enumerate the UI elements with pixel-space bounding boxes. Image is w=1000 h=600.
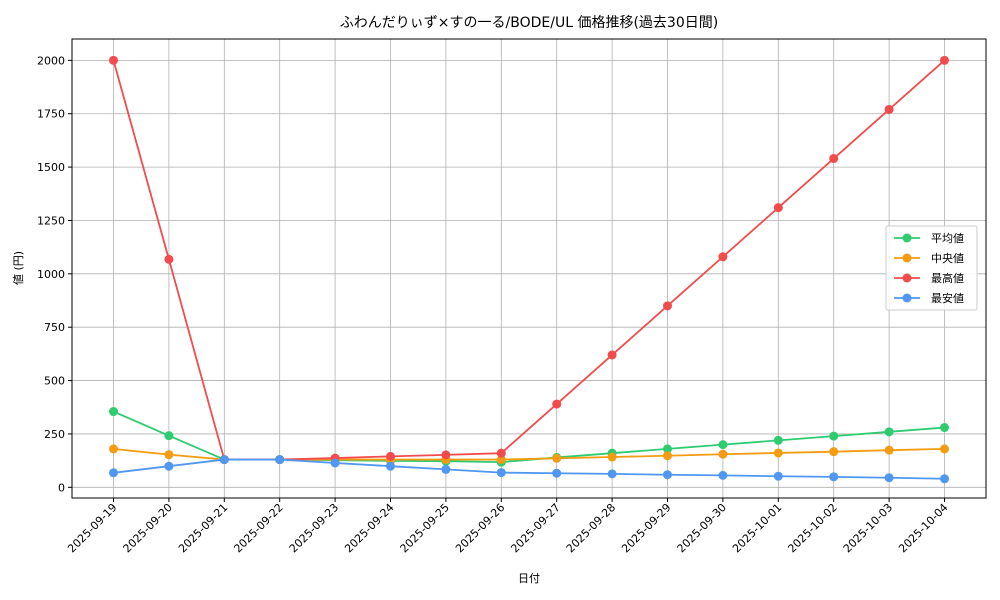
data-point: [552, 399, 562, 409]
data-point: [164, 254, 174, 264]
data-point: [940, 444, 949, 454]
data-point: [884, 445, 894, 455]
data-point: [773, 471, 783, 481]
data-point: [607, 452, 617, 462]
y-tick-label: 500: [44, 375, 65, 388]
y-tick-label: 1500: [37, 161, 65, 174]
data-point: [441, 450, 451, 460]
legend-box: [885, 225, 978, 311]
data-point: [663, 444, 672, 454]
legend-marker: [902, 293, 912, 303]
chart-title: ふわんだりぃず×すの一る/BODE/UL 価格推移(過去30日間): [340, 15, 718, 31]
x-tick-label: 2025-09-29: [619, 501, 673, 555]
y-tick-label: 1000: [37, 268, 65, 281]
data-point: [884, 473, 894, 483]
legend-label: 平均値: [931, 232, 964, 245]
data-point: [773, 435, 783, 445]
data-point: [607, 469, 617, 479]
data-point: [552, 453, 562, 463]
data-point: [829, 447, 839, 457]
data-point: [773, 448, 783, 458]
x-tick-label: 2025-09-21: [176, 501, 230, 555]
data-point: [275, 455, 285, 465]
x-tick-label: 2025-09-26: [453, 501, 507, 555]
x-tick-label: 2025-09-30: [675, 501, 729, 555]
legend-marker: [902, 233, 912, 243]
legend-label: 最安値: [931, 291, 964, 305]
x-tick-label: 2025-10-01: [730, 501, 784, 555]
series-3: [109, 55, 949, 465]
x-axis-label: 日付: [518, 572, 540, 585]
legend-label: 最高値: [931, 271, 964, 285]
y-axis-label: 値 (円): [12, 251, 25, 285]
data-point: [718, 470, 728, 480]
x-tick-label: 2025-09-25: [398, 501, 452, 555]
data-point: [829, 431, 839, 441]
data-point: [386, 461, 395, 471]
data-point: [109, 444, 118, 454]
series-line: [113, 458, 945, 480]
data-point: [109, 55, 118, 65]
data-point: [164, 461, 174, 471]
data-point: [663, 470, 672, 480]
y-tick-label: 0: [58, 481, 65, 494]
data-point: [441, 464, 451, 474]
data-point: [718, 252, 728, 262]
data-point: [940, 474, 949, 484]
legend-label: 中央値: [931, 252, 964, 265]
data-point: [884, 104, 894, 114]
x-tick-label: 2025-10-03: [841, 501, 895, 555]
data-point: [386, 451, 395, 461]
legend-marker: [902, 253, 912, 263]
data-point: [330, 458, 340, 468]
series-line: [112, 59, 946, 461]
data-point: [663, 301, 672, 311]
x-tick-label: 2025-09-19: [65, 501, 119, 555]
data-point: [940, 423, 949, 433]
series-group: [109, 55, 949, 484]
x-tick-label: 2025-09-27: [508, 501, 562, 555]
series-1: [109, 407, 949, 467]
x-tick-label: 2025-09-28: [564, 501, 618, 555]
data-point: [496, 448, 506, 458]
y-tick-label: 750: [44, 321, 65, 334]
x-tick-label: 2025-09-23: [287, 501, 341, 555]
x-tick-label: 2025-10-02: [785, 501, 839, 555]
data-point: [829, 472, 839, 482]
x-axis: 2025-09-19 2025-09-20 2025-09-21 2025-09-22…: [65, 498, 951, 555]
series-line: [113, 410, 945, 464]
series-4: [109, 455, 949, 484]
data-point: [552, 468, 562, 478]
data-point: [773, 203, 783, 213]
data-point: [164, 431, 174, 441]
data-point: [940, 55, 949, 65]
series-2: [109, 444, 949, 465]
data-point: [884, 427, 894, 437]
y-tick-label: 1250: [37, 214, 65, 227]
x-tick-label: 2025-09-22: [231, 501, 285, 555]
y-tick-label: 1750: [37, 108, 65, 121]
x-tick-label: 2025-10-04: [896, 501, 950, 555]
data-point: [496, 468, 506, 478]
data-point: [219, 455, 229, 465]
data-point: [496, 455, 506, 465]
legend-marker: [902, 273, 912, 283]
x-tick-label: 2025-09-24: [342, 501, 396, 555]
data-point: [663, 451, 672, 461]
y-axis: 0 250 500 750 1000 1250 1500 1750 2000: [37, 54, 72, 494]
data-point: [718, 440, 728, 450]
plot-frame: [71, 38, 987, 499]
y-tick-label: 250: [44, 428, 65, 441]
data-point: [164, 450, 174, 460]
data-point: [109, 468, 118, 478]
data-point: [607, 350, 617, 360]
data-point: [718, 449, 728, 459]
series-line: [113, 447, 945, 461]
data-point: [829, 154, 839, 164]
data-point: [109, 407, 118, 417]
x-tick-label: 2025-09-20: [121, 501, 175, 555]
y-tick-label: 2000: [37, 54, 65, 67]
